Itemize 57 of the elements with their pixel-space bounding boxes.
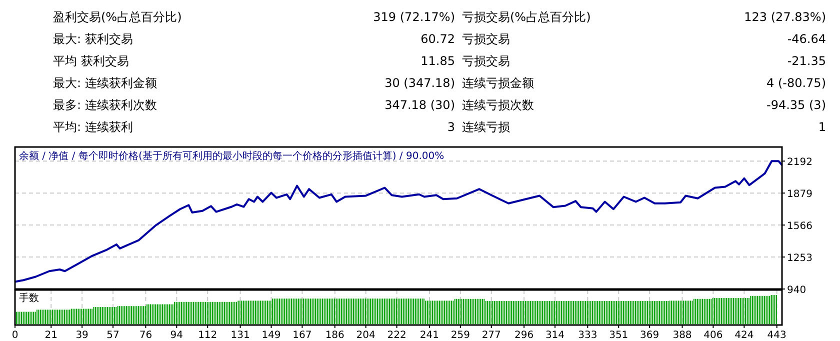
text: 连续亏损金额 (462, 76, 534, 90)
text: 30 (347.18) (384, 76, 455, 90)
x-tick-label: 443 (767, 330, 786, 341)
x-tick-label: 388 (672, 330, 692, 341)
x-tick-label: 149 (262, 330, 281, 341)
text: 4 (-80.75) (766, 76, 826, 90)
text: 亏损交易(%占总百分比) (462, 10, 591, 24)
text: 1 (818, 120, 826, 134)
y-tick-label: 1566 (787, 221, 812, 232)
x-tick-label: 186 (325, 330, 344, 341)
chart-title: 手数 (19, 292, 39, 304)
x-tick-label: 76 (139, 330, 152, 341)
x-tick-label: 406 (704, 330, 723, 341)
x-tick-label: 222 (387, 330, 406, 341)
x-tick-label: 314 (545, 330, 565, 341)
x-tick-label: 296 (514, 330, 534, 341)
text: 连续亏损次数 (462, 98, 534, 112)
y-tick-label: 940 (787, 285, 806, 296)
text: 319 (72.17%) (373, 10, 455, 24)
x-tick-label: 333 (578, 330, 598, 341)
x-tick-label: 424 (734, 330, 754, 341)
text: 347.18 (30) (384, 98, 455, 112)
x-tick-label: 167 (292, 330, 312, 341)
text: 盈利交易(%占总百分比) (53, 10, 182, 24)
x-tick-label: 259 (450, 330, 470, 341)
text: 最大: 获利交易 (53, 32, 133, 46)
x-tick-label: 39 (76, 330, 88, 341)
text: -21.35 (787, 54, 826, 68)
x-tick-label: 204 (356, 330, 376, 341)
text: 亏损交易 (462, 32, 510, 46)
x-tick-label: 112 (198, 330, 218, 341)
y-tick-label: 1253 (787, 253, 812, 264)
text: 3 (447, 120, 455, 134)
x-tick-label: 21 (44, 330, 58, 341)
text: -94.35 (3) (766, 98, 826, 112)
x-tick-label: 351 (609, 330, 628, 341)
x-tick-label: 241 (420, 330, 439, 341)
text: 11.85 (420, 54, 455, 68)
x-tick-label: 57 (106, 330, 120, 341)
text: 123 (27.83%) (744, 10, 826, 24)
x-tick-label: 131 (230, 330, 250, 341)
text: 最大: 连续获利金额 (53, 76, 157, 90)
text: 最多: 连续获利次数 (53, 98, 157, 112)
chart-title: 余额 / 净值 / 每个即时价格(基于所有可利用的最小时段的每一个价格的分形插值计算) / 90.00% (19, 150, 444, 162)
text: 连续亏损 (462, 120, 510, 134)
x-tick-label: 277 (482, 330, 501, 341)
text: 60.72 (420, 32, 455, 46)
text: -46.64 (787, 32, 826, 46)
line-series (14, 160, 783, 283)
x-tick-label: 94 (170, 330, 184, 341)
text: 平均: 连续获利 (53, 120, 133, 134)
text: 平均 获利交易 (53, 54, 129, 68)
x-tick-label: 0 (12, 330, 18, 341)
x-tick-label: 369 (640, 330, 660, 341)
y-tick-label: 2192 (787, 157, 812, 168)
y-tick-label: 1879 (787, 189, 812, 200)
text: 亏损交易 (462, 54, 510, 68)
